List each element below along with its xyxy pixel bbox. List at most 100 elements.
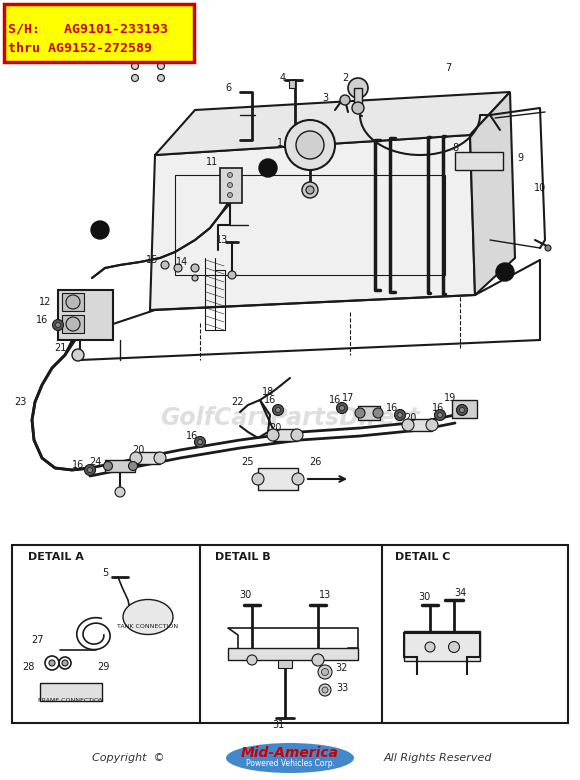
Bar	[273, 429, 297, 441]
Circle shape	[434, 410, 445, 420]
Bar	[175, 175, 445, 275]
Text: 16: 16	[72, 460, 84, 470]
Ellipse shape	[123, 600, 173, 634]
Text: 20: 20	[404, 413, 416, 423]
Text: 24: 24	[89, 457, 101, 467]
Circle shape	[276, 407, 281, 413]
Bar	[289, 80, 295, 88]
Circle shape	[252, 473, 264, 485]
Text: 23: 23	[14, 397, 26, 407]
Circle shape	[459, 407, 465, 413]
Text: 34: 34	[454, 588, 466, 598]
Text: 16: 16	[386, 403, 398, 413]
Circle shape	[425, 642, 435, 652]
Circle shape	[321, 668, 328, 675]
Circle shape	[85, 465, 96, 476]
Circle shape	[161, 261, 169, 269]
Text: 17: 17	[342, 393, 354, 403]
Text: 28: 28	[22, 662, 34, 672]
Circle shape	[322, 687, 328, 693]
Text: 1: 1	[277, 138, 283, 148]
Bar	[220, 168, 242, 203]
Polygon shape	[470, 92, 515, 295]
Text: 8: 8	[452, 143, 458, 153]
Text: 14: 14	[176, 257, 188, 267]
Text: 32: 32	[336, 663, 348, 673]
Text: 19: 19	[444, 393, 456, 403]
Bar	[4, 4, 194, 62]
Circle shape	[88, 467, 92, 473]
Circle shape	[267, 429, 279, 441]
Circle shape	[302, 182, 318, 198]
Text: 13: 13	[216, 235, 228, 245]
Circle shape	[448, 641, 459, 653]
Text: GolfCartPartsDirect: GolfCartPartsDirect	[160, 406, 420, 430]
Circle shape	[545, 245, 551, 251]
Bar	[228, 648, 358, 660]
Circle shape	[227, 193, 233, 197]
Circle shape	[53, 320, 63, 331]
Bar	[408, 419, 432, 431]
Text: 6: 6	[225, 83, 231, 93]
Circle shape	[456, 405, 467, 416]
Circle shape	[158, 75, 165, 81]
Circle shape	[227, 183, 233, 187]
Text: 9: 9	[517, 153, 523, 163]
Text: 30: 30	[239, 590, 251, 600]
Bar	[62, 315, 84, 333]
Circle shape	[291, 429, 303, 441]
Text: 22: 22	[232, 397, 244, 407]
Circle shape	[312, 654, 324, 666]
Bar	[58, 290, 113, 340]
Circle shape	[228, 271, 236, 279]
Circle shape	[66, 295, 80, 309]
Circle shape	[130, 452, 142, 464]
Text: 3: 3	[322, 93, 328, 103]
Text: 15: 15	[146, 255, 158, 265]
Ellipse shape	[226, 743, 354, 773]
Text: B: B	[502, 268, 508, 276]
Polygon shape	[150, 135, 475, 310]
Circle shape	[198, 439, 202, 445]
Circle shape	[56, 322, 60, 328]
Text: 16: 16	[329, 395, 341, 405]
Text: C: C	[97, 225, 103, 235]
Circle shape	[373, 408, 383, 418]
Circle shape	[306, 186, 314, 194]
Circle shape	[191, 264, 199, 272]
Circle shape	[259, 159, 277, 177]
Text: 11: 11	[206, 157, 218, 167]
Text: S/H:   AG9101-233193: S/H: AG9101-233193	[8, 22, 168, 35]
Circle shape	[194, 437, 205, 448]
Circle shape	[397, 413, 403, 417]
Circle shape	[72, 349, 84, 361]
Circle shape	[62, 660, 68, 666]
Bar	[354, 88, 362, 106]
Circle shape	[154, 452, 166, 464]
Text: Mid-America: Mid-America	[241, 746, 339, 760]
Text: 26: 26	[309, 457, 321, 467]
Text: 31: 31	[272, 720, 284, 730]
Bar	[105, 460, 135, 472]
Text: DETAIL B: DETAIL B	[215, 552, 271, 562]
Circle shape	[402, 419, 414, 431]
Circle shape	[132, 62, 139, 69]
Text: Copyright  ©: Copyright ©	[92, 753, 164, 763]
Text: 20: 20	[132, 445, 144, 455]
Bar	[358, 406, 380, 420]
Text: 4: 4	[280, 73, 286, 83]
Circle shape	[355, 408, 365, 418]
Text: 16: 16	[264, 395, 276, 405]
Bar	[62, 293, 84, 311]
Text: 12: 12	[39, 297, 51, 307]
Circle shape	[285, 120, 335, 170]
Text: 33: 33	[336, 683, 348, 693]
Circle shape	[292, 473, 304, 485]
Circle shape	[336, 402, 347, 413]
Circle shape	[437, 413, 443, 417]
Text: 27: 27	[32, 635, 44, 645]
Text: DETAIL C: DETAIL C	[395, 552, 451, 562]
Circle shape	[132, 75, 139, 81]
Circle shape	[426, 419, 438, 431]
Circle shape	[348, 78, 368, 98]
